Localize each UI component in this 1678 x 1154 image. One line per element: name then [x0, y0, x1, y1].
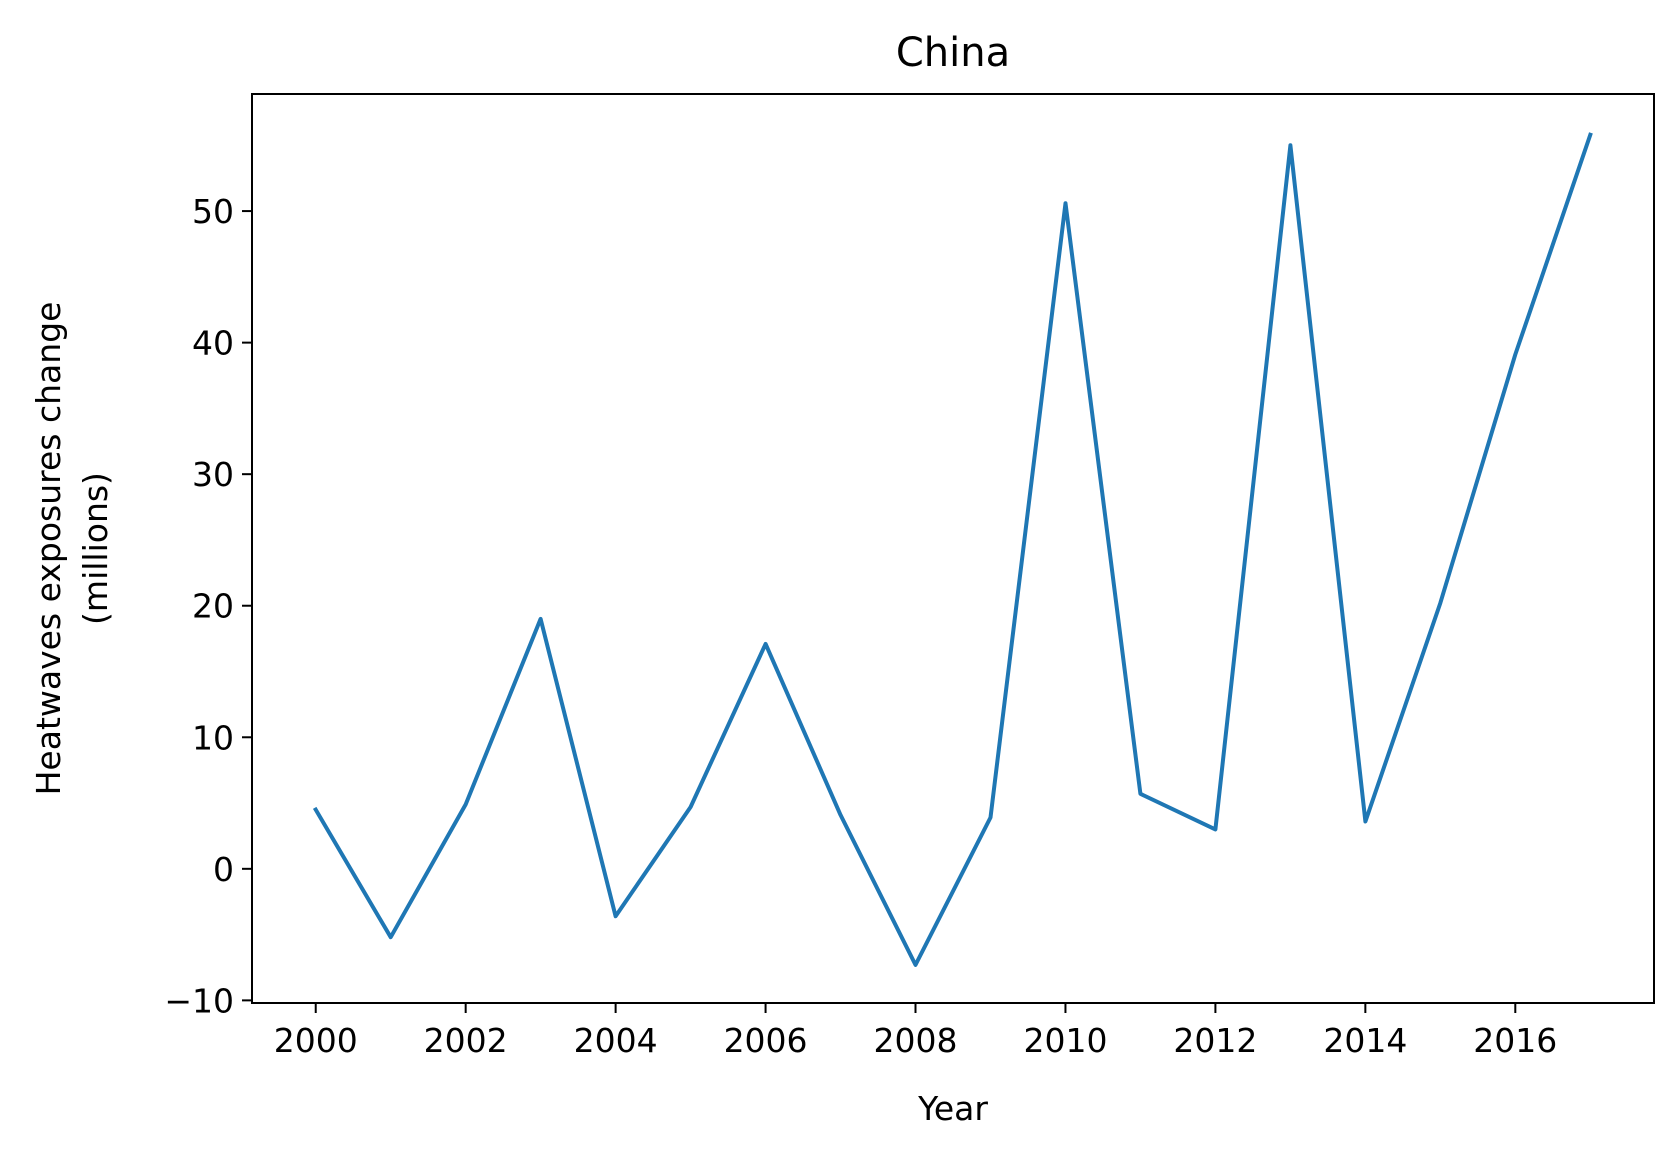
x-tick-label: 2016 [1473, 1021, 1557, 1060]
y-tick-label: 20 [192, 587, 234, 626]
y-tick-label: 40 [192, 324, 234, 363]
y-axis-label-line-2: (millions) [76, 472, 115, 625]
series-line [312, 132, 1593, 967]
x-tick-label: 2012 [1173, 1021, 1257, 1060]
y-tick-label: 30 [192, 455, 234, 494]
x-tick-label: 2014 [1323, 1021, 1407, 1060]
x-tick-label: 2002 [424, 1021, 508, 1060]
y-tick-label: −10 [164, 981, 234, 1020]
x-tick-label: 2000 [274, 1021, 358, 1060]
y-axis-label: Heatwaves exposures change (millions) [29, 302, 115, 796]
y-tick-label: 50 [192, 192, 234, 231]
x-tick-label: 2004 [574, 1021, 658, 1060]
plot-frame [251, 93, 1655, 1004]
x-tick-label: 2008 [874, 1021, 958, 1060]
x-tick-label: 2006 [724, 1021, 808, 1060]
x-tick-label: 2010 [1023, 1021, 1107, 1060]
x-axis: 2000 2002 2004 2006 2008 2010 2012 2014 2016 [274, 1003, 1557, 1060]
chart-title: China [896, 30, 1010, 76]
plot-layer [312, 132, 1593, 967]
y-tick-label: 10 [192, 718, 234, 757]
y-tick-label: 0 [213, 850, 234, 889]
y-axis: −10 0 10 20 30 40 50 [164, 192, 252, 1020]
x-axis-label: Year [917, 1089, 988, 1128]
y-axis-label-line-1: Heatwaves exposures change [29, 302, 68, 796]
